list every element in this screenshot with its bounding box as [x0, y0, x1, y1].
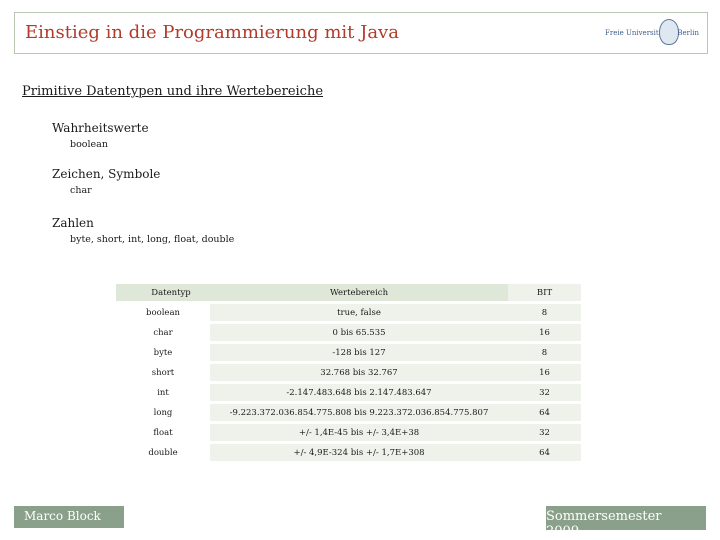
cell-bits: 16 — [508, 364, 581, 381]
group-heading-truth: Wahrheitswerte — [52, 121, 149, 135]
cell-type: short — [151, 367, 175, 378]
cell-bits: 32 — [508, 384, 581, 401]
table-row: boolean true, false 8 — [116, 304, 581, 321]
section-title: Primitive Datentypen und ihre Werteberei… — [22, 84, 324, 99]
cell-range: -2.147.483.648 bis 2.147.483.647 — [210, 384, 508, 401]
cell-type: float — [153, 427, 173, 438]
table-row: byte -128 bis 127 8 — [116, 344, 581, 361]
cell-range: -9.223.372.036.854.775.808 bis 9.223.372… — [210, 404, 508, 421]
page-title: Einstieg in die Programmierung mit Java — [25, 22, 399, 43]
cell-range: +/- 1,4E-45 bis +/- 3,4E+38 — [210, 424, 508, 441]
cell-type: char — [153, 327, 173, 338]
group-heading-chars: Zeichen, Symbole — [52, 167, 161, 181]
cell-range: -128 bis 127 — [210, 344, 508, 361]
cell-range: true, false — [210, 304, 508, 321]
table-row: short 32.768 bis 32.767 16 — [116, 364, 581, 381]
footer-semester: Sommersemester 2009 — [546, 509, 662, 539]
cell-bits: 16 — [508, 324, 581, 341]
footer-semester-bar: Sommersemester 2009 — [546, 506, 706, 539]
cell-type: double — [148, 447, 178, 458]
table-row: int -2.147.483.648 bis 2.147.483.647 32 — [116, 384, 581, 401]
logo-text-right: Berlin — [677, 29, 699, 37]
cell-range: 32.768 bis 32.767 — [210, 364, 508, 381]
table-header-row: Datentyp Wertebereich BIT — [116, 284, 581, 301]
footer-author: Marco Block — [24, 509, 101, 523]
datatype-table: Datentyp Wertebereich BIT boolean true, … — [116, 281, 581, 464]
table-row: float +/- 1,4E-45 bis +/- 3,4E+38 32 — [116, 424, 581, 441]
table-row: long -9.223.372.036.854.775.808 bis 9.22… — [116, 404, 581, 421]
university-logo: Freie Universität Berlin — [605, 17, 699, 47]
group-types-truth: boolean — [70, 139, 108, 150]
cell-bits: 8 — [508, 304, 581, 321]
table-row: char 0 bis 65.535 16 — [116, 324, 581, 341]
cell-bits: 64 — [508, 404, 581, 421]
logo-text-left: Freie Universität — [605, 29, 666, 37]
cell-type: long — [153, 407, 173, 418]
footer-author-bar: Marco Block — [14, 506, 124, 528]
cell-type: boolean — [146, 307, 180, 318]
cell-bits: 64 — [508, 444, 581, 461]
group-heading-numbers: Zahlen — [52, 216, 94, 230]
cell-type: byte — [153, 347, 173, 358]
header-bar: Einstieg in die Programmierung mit Java … — [14, 12, 708, 54]
table-header-bits: BIT — [508, 284, 581, 301]
table-header-type: Datentyp — [116, 284, 210, 301]
cell-bits: 32 — [508, 424, 581, 441]
group-types-numbers: byte, short, int, long, float, double — [70, 234, 235, 245]
cell-bits: 8 — [508, 344, 581, 361]
cell-range: +/- 4,9E-324 bis +/- 1,7E+308 — [210, 444, 508, 461]
cell-type: int — [157, 387, 169, 398]
table-header-range: Wertebereich — [210, 284, 508, 301]
seal-icon — [659, 19, 679, 45]
group-types-chars: char — [70, 185, 92, 196]
cell-range: 0 bis 65.535 — [210, 324, 508, 341]
table-row: double +/- 4,9E-324 bis +/- 1,7E+308 64 — [116, 444, 581, 461]
